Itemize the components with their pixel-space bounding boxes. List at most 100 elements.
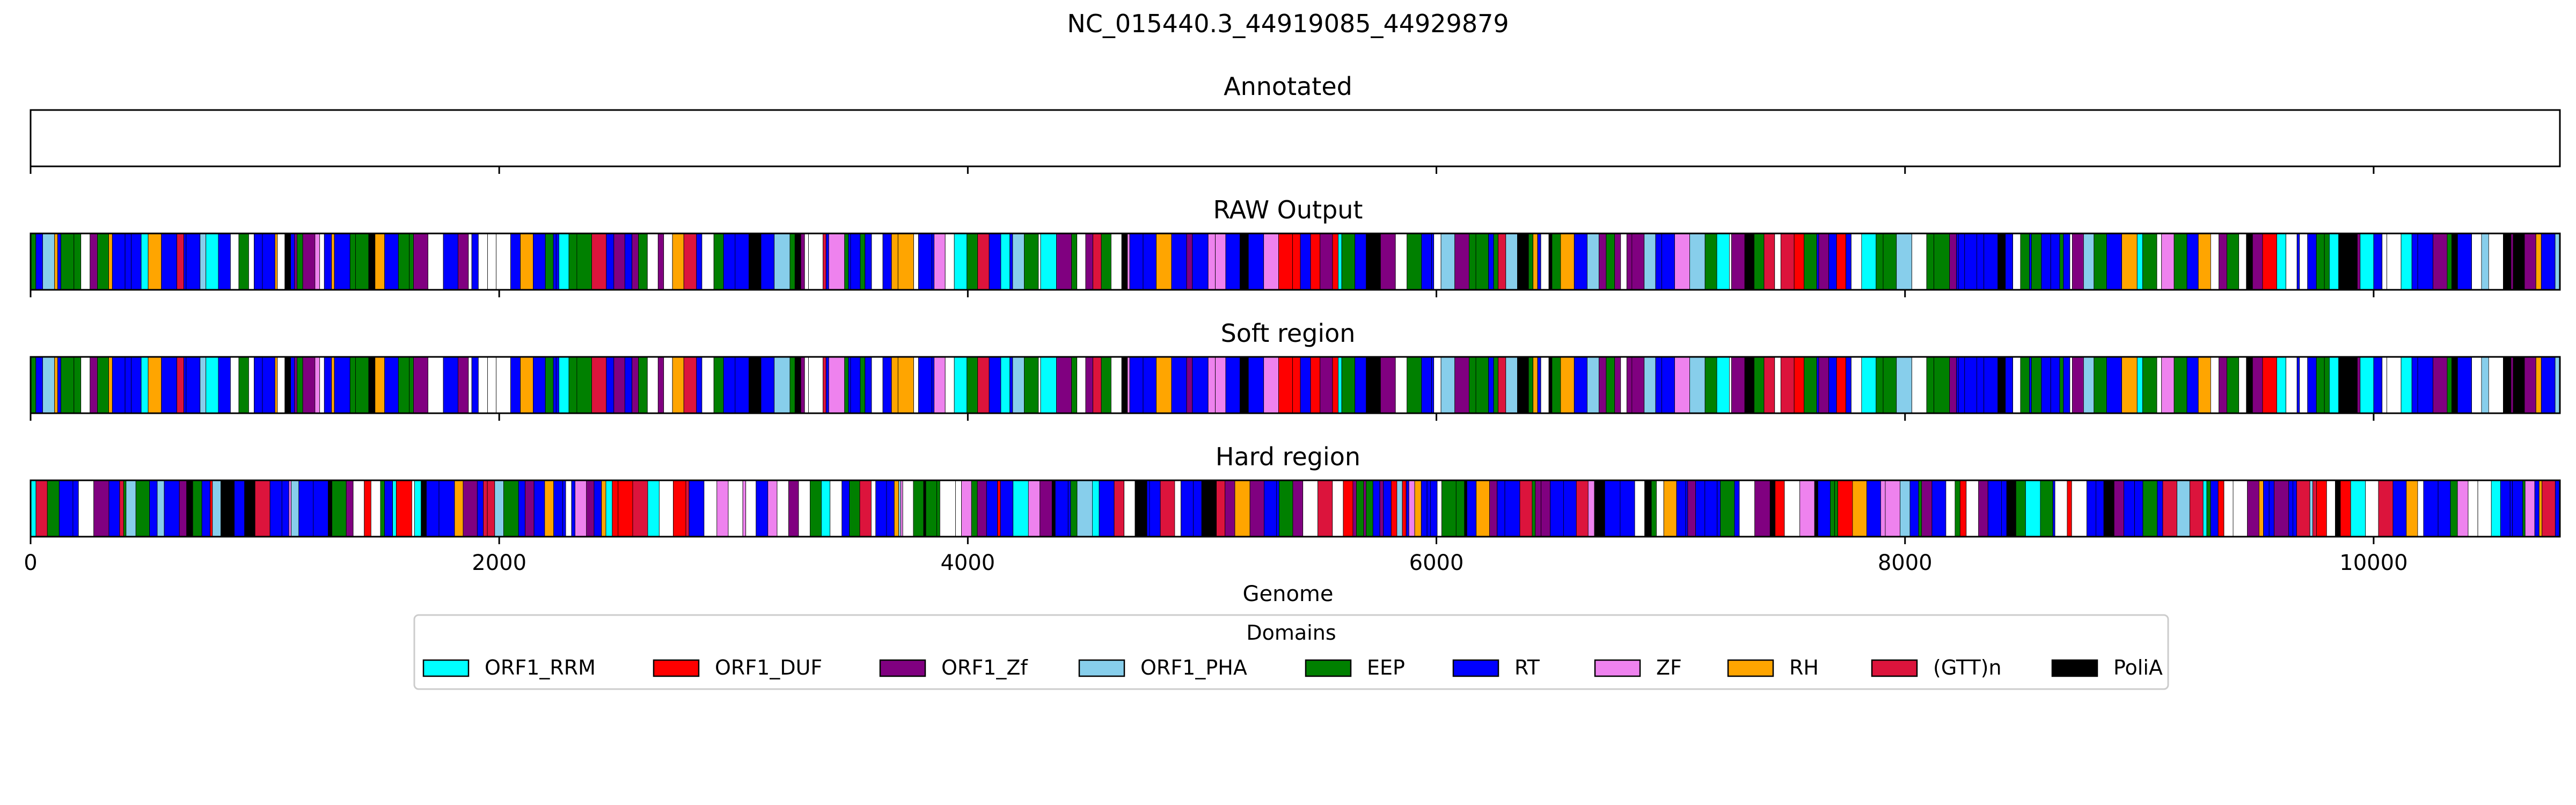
domain-segment [850,233,861,290]
domain-segment [804,356,809,414]
domain-segment [409,356,414,414]
domain-segment [2219,356,2227,414]
domain-segment [2296,356,2300,414]
domain-segment [1997,233,2006,290]
domain-segment [1655,233,1662,290]
domain-segment [967,233,978,290]
domain-segment [1055,480,1069,537]
domain-segment [1576,480,1589,537]
domain-segment [1355,356,1367,414]
domain-segment [932,233,935,290]
domain-segment [1430,480,1438,537]
domain-segment [1604,480,1621,537]
domain-segment [2161,356,2175,414]
domain-segment [1024,356,1039,414]
domain-segment [277,356,286,414]
domain-segment [1731,356,1745,414]
domain-segment [200,233,207,290]
domain-segment [918,233,933,290]
domain-segment [1876,356,1884,414]
domain-segment [2258,480,2264,537]
domain-segment [1744,356,1755,414]
domain-segment [1966,480,1979,537]
domain-segment [936,480,940,537]
domain-segment [1594,480,1605,537]
domain-segment [1396,480,1403,537]
domain-segment [157,480,165,537]
legend-label: ORF1_PHA [1140,656,1247,679]
domain-segment [789,233,795,290]
domain-segment [477,480,484,537]
domain-segment [632,480,648,537]
domain-segment [1225,480,1235,537]
domain-segment [1440,356,1455,414]
domain-segment [1009,356,1013,414]
domain-segment [2015,480,2026,537]
domain-segment [254,233,263,290]
domain-segment [2326,480,2336,537]
domain-segment [1550,480,1564,537]
legend-label: EEP [1367,656,1405,679]
domain-segment [2103,480,2114,537]
domain-segment [1540,356,1549,414]
legend-item: ZF [1594,656,1682,679]
domain-segment [392,480,397,537]
domain-segment [2451,356,2458,414]
domain-segment [1489,480,1498,537]
domain-segment [823,233,826,290]
domain-segment [1193,480,1202,537]
domain-segment [1838,480,1853,537]
domain-segment [810,480,822,537]
domain-segment [1631,356,1645,414]
legend-swatch [1594,659,1641,677]
domain-segment [760,233,775,290]
domain-segment [844,356,849,414]
domain-segment [2373,356,2383,414]
domain-segment [1040,233,1057,290]
domain-segment [749,356,762,414]
domain-segment [2136,233,2143,290]
domain-segment [716,480,729,537]
legend-label: (GTT)n [1933,656,2002,679]
domain-segment [1468,356,1476,414]
domain-segment [1129,356,1144,414]
domain-segment [2020,356,2030,414]
domain-segment [1729,233,1732,290]
domain-segment [1620,480,1635,537]
domain-segment [777,480,789,537]
domain-segment [468,233,472,290]
domain-segment [1560,233,1575,290]
domain-segment [61,356,75,414]
domain-segment [426,480,440,537]
domain-segment [186,480,193,537]
domain-segment [2268,480,2274,537]
domain-segment [302,356,316,414]
domain-segment [443,233,458,290]
domain-segment [1395,233,1408,290]
domain-segment [510,356,521,414]
domain-segment [1038,233,1041,290]
domain-segment [1799,480,1815,537]
domain-segment [294,356,297,414]
domain-segment [659,480,674,537]
x-tick-label: 10000 [2339,551,2407,575]
domain-segment [571,480,575,537]
domain-segment [2198,356,2211,414]
domain-segment [2309,480,2313,537]
domain-segment [713,233,724,290]
domain-segment [375,356,385,414]
domain-segment [1249,480,1264,537]
domain-segment [1754,356,1765,414]
domain-segment [1000,356,1011,414]
domain-segment [1171,356,1187,414]
domain-segment [510,233,521,290]
domain-segment [1192,356,1209,414]
domain-segment [2335,480,2341,537]
legend-label: RT [1514,656,1540,679]
domain-segment [774,356,791,414]
domain-segment [1587,233,1599,290]
domain-segment [989,233,1001,290]
domain-segment [1464,480,1467,537]
domain-segment [302,233,316,290]
domain-segment [1292,356,1301,414]
